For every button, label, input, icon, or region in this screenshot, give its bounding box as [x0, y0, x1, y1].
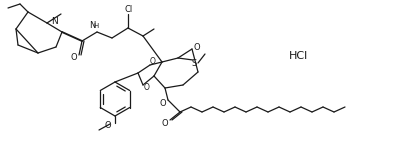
- Text: O: O: [150, 58, 156, 66]
- Text: O: O: [194, 42, 200, 52]
- Text: O: O: [162, 118, 168, 128]
- Text: O: O: [160, 98, 166, 107]
- Text: O: O: [105, 121, 111, 131]
- Text: Cl: Cl: [125, 4, 133, 14]
- Text: O: O: [71, 53, 77, 62]
- Text: S: S: [191, 59, 197, 68]
- Text: N: N: [51, 17, 58, 27]
- Text: HCl: HCl: [289, 51, 307, 61]
- Text: H: H: [93, 23, 99, 29]
- Text: O: O: [144, 83, 150, 91]
- Text: N: N: [89, 21, 95, 30]
